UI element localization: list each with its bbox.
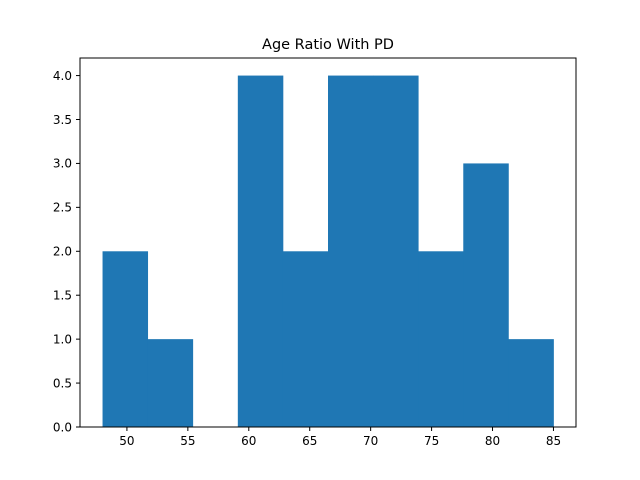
x-tick-label: 55 bbox=[180, 434, 195, 448]
plot-frame bbox=[79, 57, 577, 428]
x-tick-label: 80 bbox=[485, 434, 500, 448]
x-axis-ticks: 50 55 60 65 70 75 80 85 bbox=[119, 427, 561, 448]
x-tick-label: 75 bbox=[424, 434, 439, 448]
histogram-bar-6 bbox=[373, 75, 419, 428]
y-tick-label: 0.0 bbox=[53, 420, 72, 434]
histogram-bar-3 bbox=[237, 75, 284, 428]
x-tick-label: 65 bbox=[302, 434, 317, 448]
y-axis-ticks: 0.0 0.5 1.0 1.5 2.0 2.5 3.0 3.5 4.0 bbox=[53, 69, 80, 434]
y-tick-label: 4.0 bbox=[53, 69, 72, 83]
y-tick-label: 1.5 bbox=[53, 289, 72, 303]
y-tick-label: 3.0 bbox=[53, 157, 72, 171]
histogram-bar-1 bbox=[147, 339, 194, 427]
histogram-bar-8 bbox=[463, 163, 509, 427]
x-tick-label: 85 bbox=[546, 434, 561, 448]
x-tick-label: 70 bbox=[363, 434, 378, 448]
histogram-bar-9 bbox=[508, 339, 554, 427]
chart-title: Age Ratio With PD bbox=[262, 37, 394, 53]
y-tick-label: 2.5 bbox=[53, 201, 72, 215]
y-tick-label: 0.5 bbox=[53, 376, 72, 390]
histogram-bar-0 bbox=[102, 251, 149, 427]
histogram-bar-5 bbox=[328, 75, 374, 428]
x-tick-label: 60 bbox=[241, 434, 256, 448]
histogram-bar-4 bbox=[282, 251, 329, 427]
bars-group bbox=[102, 75, 554, 428]
histogram-bar-7 bbox=[418, 251, 464, 427]
y-tick-label: 3.5 bbox=[53, 113, 72, 127]
y-tick-label: 2.0 bbox=[53, 245, 72, 259]
x-tick-label: 50 bbox=[119, 434, 134, 448]
y-tick-label: 1.0 bbox=[53, 332, 72, 346]
